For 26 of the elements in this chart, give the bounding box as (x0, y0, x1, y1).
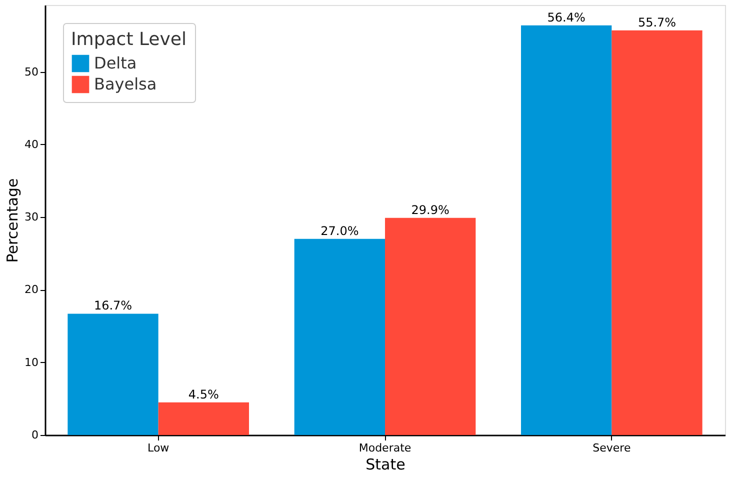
data-label: 16.7% (94, 298, 132, 313)
bar (612, 30, 702, 435)
x-tick-label: Severe (592, 442, 631, 454)
x-tick-label: Low (147, 442, 170, 454)
data-label: 55.7% (638, 15, 676, 30)
y-tick-label: 30 (24, 210, 38, 224)
x-axis-title: State (366, 456, 406, 474)
legend-title: Impact Level (71, 29, 186, 50)
bar (68, 314, 158, 435)
y-tick-label: 10 (24, 356, 38, 369)
legend-label: Delta (94, 54, 137, 72)
bar (294, 238, 385, 435)
y-tick-label: 20 (24, 283, 38, 296)
data-label: 56.4% (547, 10, 586, 24)
bar (385, 218, 476, 435)
y-tick-label: 40 (24, 138, 38, 151)
data-label: 27.0% (320, 224, 359, 238)
y-axis-title: Percentage (4, 178, 22, 263)
x-tick-label: Moderate (358, 442, 412, 454)
bar (158, 402, 249, 435)
y-tick-label: 50 (24, 65, 38, 78)
data-label: 4.5% (188, 387, 219, 402)
bar (521, 25, 612, 435)
data-label: 29.9% (411, 202, 450, 217)
legend-label: Bayelsa (94, 74, 157, 94)
y-tick-label: 0 (32, 428, 38, 442)
